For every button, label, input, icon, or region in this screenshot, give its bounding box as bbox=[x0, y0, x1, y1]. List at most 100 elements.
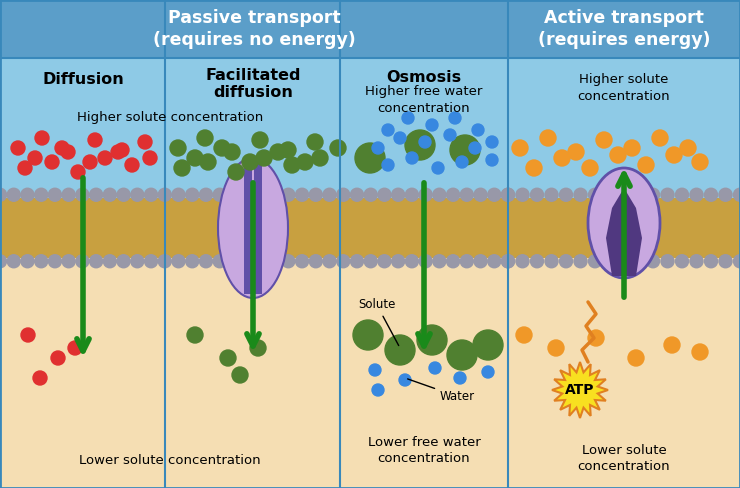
Text: Solute: Solute bbox=[358, 298, 399, 346]
Circle shape bbox=[540, 130, 556, 146]
Circle shape bbox=[449, 112, 461, 124]
Circle shape bbox=[61, 145, 75, 159]
Circle shape bbox=[545, 255, 558, 268]
Circle shape bbox=[312, 150, 328, 166]
Circle shape bbox=[104, 255, 116, 268]
Circle shape bbox=[719, 188, 732, 201]
Text: Diffusion: Diffusion bbox=[42, 72, 124, 87]
Circle shape bbox=[51, 351, 65, 365]
Circle shape bbox=[652, 130, 668, 146]
Circle shape bbox=[419, 136, 431, 148]
Bar bbox=[508, 258, 740, 488]
Circle shape bbox=[138, 135, 152, 149]
Circle shape bbox=[432, 162, 444, 174]
Text: Lower free water
concentration: Lower free water concentration bbox=[368, 435, 480, 465]
Circle shape bbox=[364, 188, 377, 201]
Circle shape bbox=[610, 147, 626, 163]
Circle shape bbox=[378, 255, 391, 268]
Circle shape bbox=[28, 151, 42, 165]
Circle shape bbox=[624, 140, 640, 156]
Circle shape bbox=[18, 161, 32, 175]
Polygon shape bbox=[606, 188, 642, 276]
Circle shape bbox=[502, 188, 514, 201]
Circle shape bbox=[220, 350, 236, 366]
Circle shape bbox=[71, 165, 85, 179]
Circle shape bbox=[472, 124, 484, 136]
Circle shape bbox=[588, 255, 602, 268]
Circle shape bbox=[446, 255, 460, 268]
Text: Osmosis: Osmosis bbox=[386, 70, 462, 85]
Circle shape bbox=[474, 255, 487, 268]
Circle shape bbox=[632, 188, 645, 201]
Circle shape bbox=[309, 255, 323, 268]
Circle shape bbox=[172, 255, 185, 268]
Circle shape bbox=[680, 140, 696, 156]
Circle shape bbox=[295, 188, 309, 201]
Circle shape bbox=[280, 142, 296, 158]
Circle shape bbox=[378, 188, 391, 201]
Circle shape bbox=[307, 134, 323, 150]
Circle shape bbox=[460, 188, 474, 201]
Circle shape bbox=[282, 188, 295, 201]
Circle shape bbox=[661, 255, 674, 268]
Circle shape bbox=[647, 255, 659, 268]
Circle shape bbox=[187, 150, 203, 166]
Circle shape bbox=[391, 188, 405, 201]
Bar bbox=[0, 198, 508, 258]
Circle shape bbox=[48, 255, 61, 268]
Circle shape bbox=[68, 341, 82, 355]
Circle shape bbox=[531, 255, 543, 268]
Circle shape bbox=[516, 255, 529, 268]
Circle shape bbox=[213, 255, 226, 268]
Circle shape bbox=[0, 188, 7, 201]
Circle shape bbox=[144, 188, 158, 201]
Circle shape bbox=[270, 144, 286, 160]
Circle shape bbox=[186, 188, 199, 201]
Text: Active transport
(requires energy): Active transport (requires energy) bbox=[538, 9, 710, 49]
Circle shape bbox=[35, 188, 47, 201]
Circle shape bbox=[482, 366, 494, 378]
Circle shape bbox=[559, 188, 573, 201]
Circle shape bbox=[382, 124, 394, 136]
Circle shape bbox=[330, 140, 346, 156]
Circle shape bbox=[158, 255, 171, 268]
Circle shape bbox=[268, 188, 281, 201]
Circle shape bbox=[250, 340, 266, 356]
Circle shape bbox=[638, 157, 654, 173]
Circle shape bbox=[666, 147, 682, 163]
Circle shape bbox=[337, 188, 350, 201]
Circle shape bbox=[733, 188, 740, 201]
Text: Water: Water bbox=[408, 379, 475, 403]
Circle shape bbox=[83, 155, 97, 169]
Bar bbox=[508, 58, 740, 258]
Circle shape bbox=[62, 255, 75, 268]
Circle shape bbox=[405, 130, 435, 160]
Circle shape bbox=[117, 188, 130, 201]
Bar bbox=[0, 0, 508, 58]
Circle shape bbox=[104, 188, 116, 201]
Circle shape bbox=[531, 188, 543, 201]
Circle shape bbox=[446, 188, 460, 201]
Circle shape bbox=[117, 255, 130, 268]
Circle shape bbox=[364, 255, 377, 268]
Text: Passive transport
(requires no energy): Passive transport (requires no energy) bbox=[152, 9, 355, 49]
Circle shape bbox=[309, 188, 323, 201]
Circle shape bbox=[268, 255, 281, 268]
Ellipse shape bbox=[588, 168, 660, 278]
Circle shape bbox=[559, 255, 573, 268]
Circle shape bbox=[355, 143, 385, 173]
Circle shape bbox=[125, 158, 139, 172]
Text: Higher solute
concentration: Higher solute concentration bbox=[578, 74, 670, 102]
Circle shape bbox=[417, 325, 447, 355]
Circle shape bbox=[33, 371, 47, 385]
Circle shape bbox=[474, 188, 487, 201]
Circle shape bbox=[255, 255, 267, 268]
Circle shape bbox=[131, 255, 144, 268]
Circle shape bbox=[502, 255, 514, 268]
Circle shape bbox=[647, 188, 659, 201]
Circle shape bbox=[369, 364, 381, 376]
Circle shape bbox=[228, 164, 244, 180]
Circle shape bbox=[0, 255, 7, 268]
Circle shape bbox=[353, 320, 383, 350]
Circle shape bbox=[284, 157, 300, 173]
